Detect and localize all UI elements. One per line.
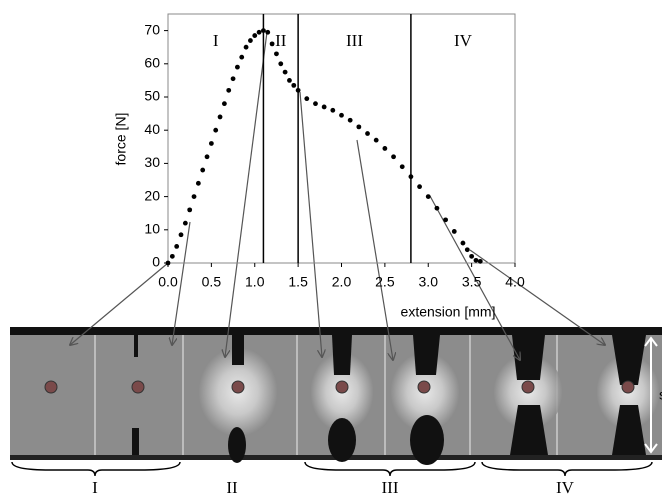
data-point [282, 69, 288, 75]
data-point [330, 107, 336, 113]
x-tick-label: 0.5 [202, 274, 222, 290]
data-point [195, 180, 201, 186]
x-tick-label: 2.5 [375, 274, 395, 290]
data-point [365, 131, 370, 136]
data-point [443, 217, 448, 223]
region-label: III [346, 31, 363, 50]
data-point [417, 184, 422, 190]
data-point [425, 194, 431, 200]
data-point [274, 51, 279, 57]
data-point [265, 29, 271, 35]
data-point [187, 207, 193, 213]
data-point [408, 174, 414, 180]
y-tick-label: 60 [144, 55, 160, 71]
side-label: s [659, 387, 662, 403]
data-point [252, 33, 258, 38]
data-point [204, 154, 210, 160]
y-tick-label: 70 [144, 21, 160, 37]
data-point [304, 96, 310, 102]
data-point [230, 76, 236, 82]
y-tick-label: 50 [144, 88, 160, 104]
plot-frame [167, 13, 516, 264]
data-point [347, 117, 353, 123]
y-axis-label: force [N] [113, 113, 129, 166]
braces [11, 461, 653, 477]
data-point [178, 232, 184, 238]
x-tick-label: 0.0 [158, 274, 178, 290]
x-tick-label: 1.5 [288, 274, 308, 290]
data-point [169, 253, 175, 259]
data-point [243, 44, 249, 50]
data-point [217, 114, 223, 120]
x-tick-label: 3.0 [419, 274, 439, 290]
stage-label: IV [556, 478, 575, 497]
data-point [239, 54, 245, 60]
data-point [399, 164, 405, 170]
y-tick-label: 0 [152, 254, 160, 270]
data-point [382, 146, 388, 151]
data-point [213, 127, 219, 133]
data-point [313, 101, 318, 107]
data-point [469, 253, 475, 259]
data-point [464, 247, 470, 253]
data-point [200, 167, 206, 173]
region-label: I [213, 31, 219, 50]
data-point [451, 229, 457, 234]
data-point [321, 104, 327, 110]
x-tick-label: 1.0 [245, 274, 265, 290]
data-point [256, 29, 262, 35]
region-label: IV [454, 31, 473, 50]
x-axis-label: extension [mm] [401, 304, 496, 320]
y-tick-label: 20 [144, 187, 160, 203]
arrows [70, 31, 605, 360]
y-tick-label: 30 [144, 154, 160, 170]
x-tick-label: 4.0 [505, 274, 525, 290]
stage-label: III [382, 478, 399, 497]
data-point [191, 194, 197, 200]
region-label: II [275, 31, 287, 50]
y-tick-label: 40 [144, 121, 160, 137]
stage-label: II [226, 478, 238, 497]
data-point [339, 112, 344, 118]
photo-strip [10, 327, 662, 465]
x-tick-label: 2.0 [332, 274, 352, 290]
data-point [226, 87, 232, 93]
data-point [182, 220, 188, 226]
data-point [165, 260, 171, 266]
data-point [287, 78, 292, 83]
data-point [460, 240, 466, 246]
data-point [221, 101, 227, 107]
data-point [174, 244, 180, 249]
data-point [235, 64, 240, 70]
data-point [373, 137, 379, 143]
stage-label: I [92, 478, 98, 497]
data-point [278, 61, 284, 67]
data-point [391, 154, 396, 160]
data-point [208, 141, 214, 146]
data-point [473, 257, 479, 263]
x-tick-label: 3.5 [462, 274, 482, 290]
data-point [291, 82, 297, 88]
data-point [261, 28, 266, 33]
data-point [356, 124, 362, 130]
y-tick-label: 10 [144, 221, 160, 237]
data-point [477, 258, 483, 264]
data-point [248, 38, 253, 43]
data-point [295, 87, 301, 93]
data-point [269, 41, 275, 47]
data-point [434, 205, 440, 211]
